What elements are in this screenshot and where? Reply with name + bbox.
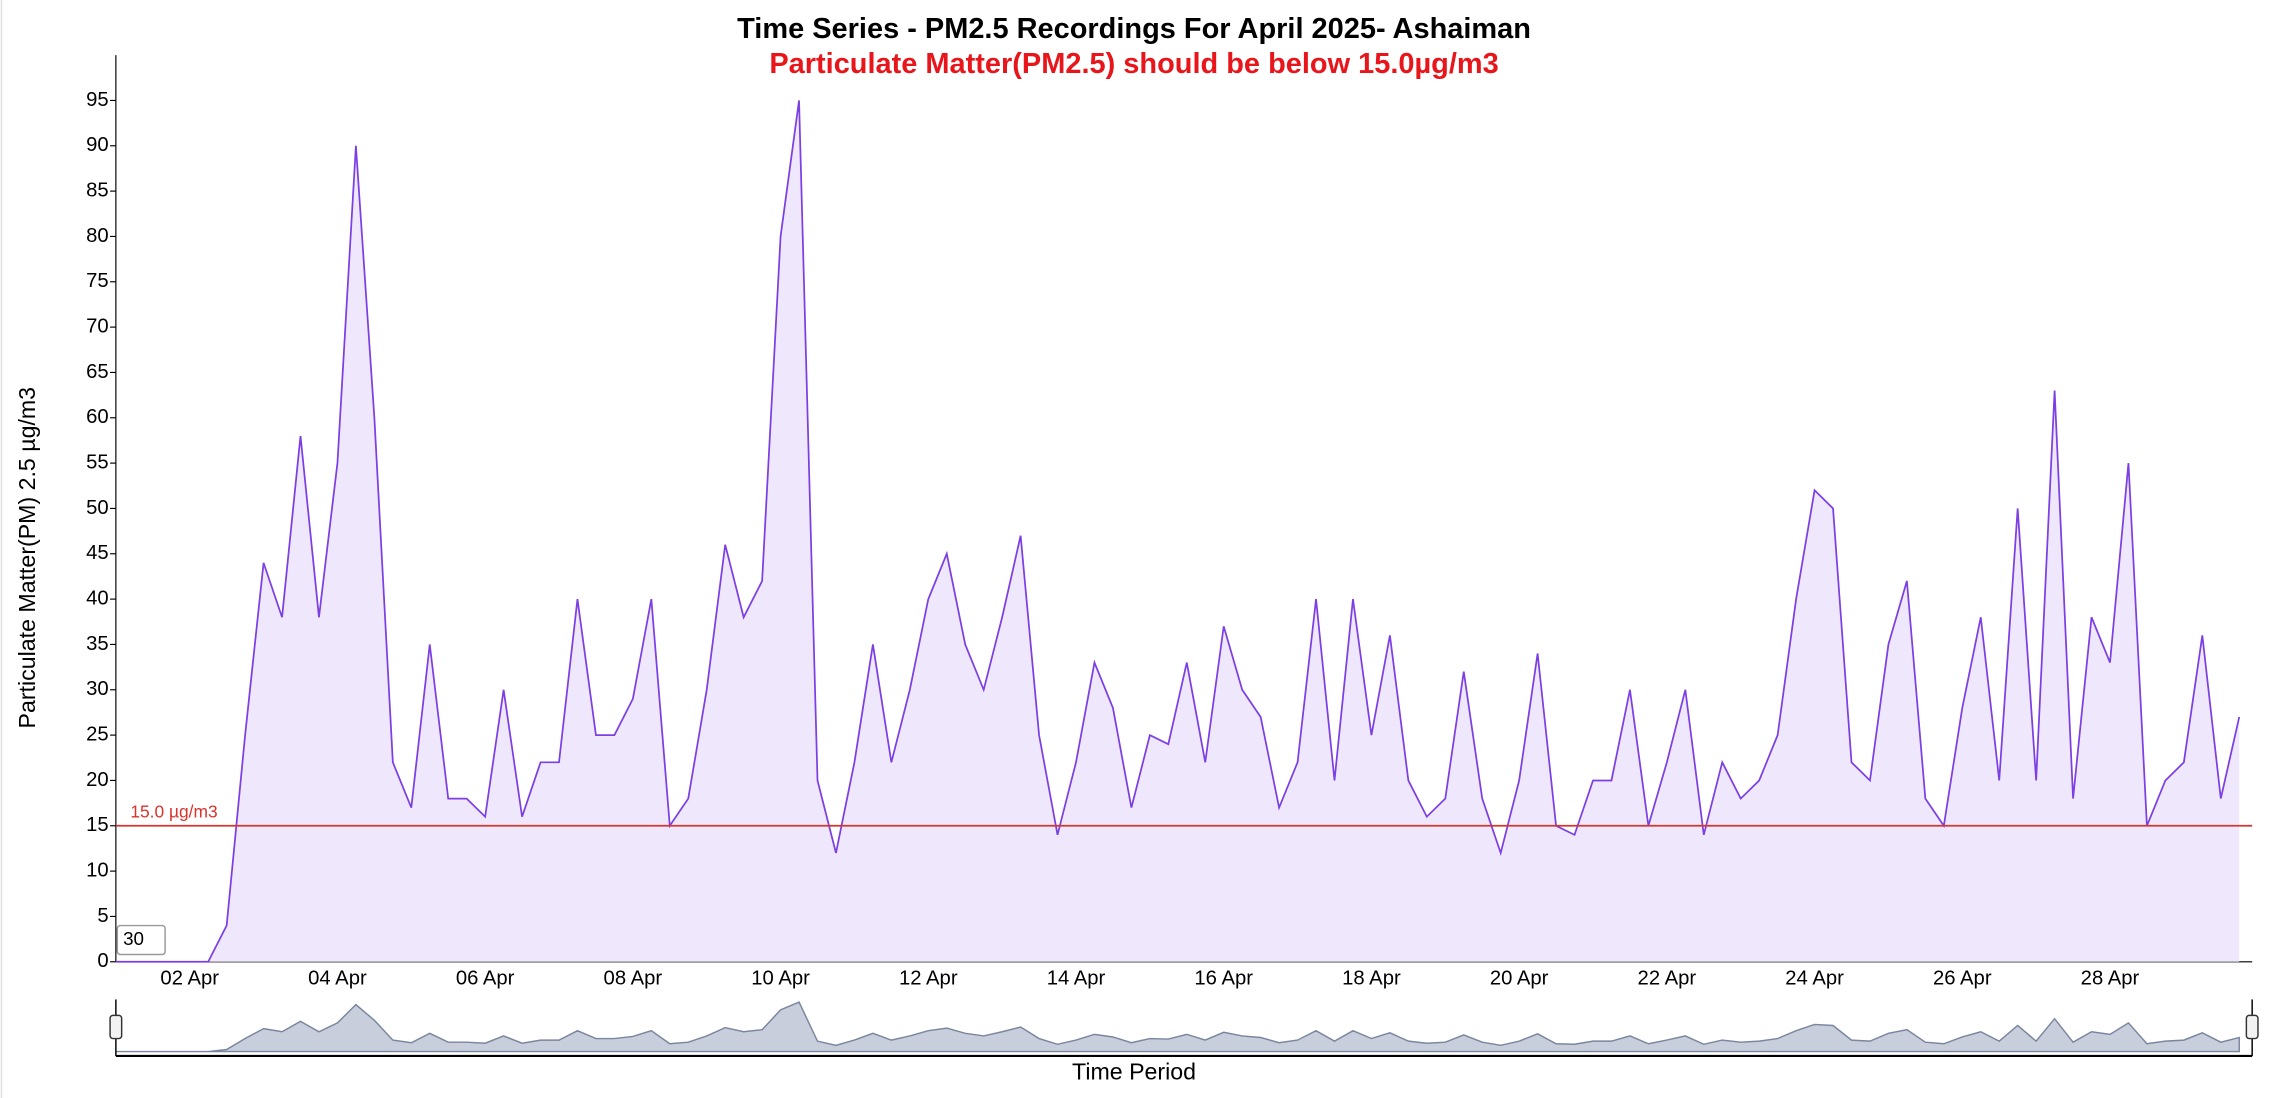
y-tick-label: 35 bbox=[86, 633, 109, 655]
x-tick-label: 14 Apr bbox=[1047, 968, 1106, 990]
area-line bbox=[115, 100, 2241, 963]
x-tick-label: 08 Apr bbox=[604, 968, 663, 990]
x-tick-label: 24 Apr bbox=[1785, 968, 1844, 990]
x-tick-label: 28 Apr bbox=[2081, 968, 2140, 990]
y-tick-label: 70 bbox=[86, 315, 109, 337]
y-tick-label: 10 bbox=[86, 859, 109, 881]
navigator-area bbox=[115, 1001, 2240, 1053]
y-tick-label: 75 bbox=[86, 270, 109, 292]
x-tick-label: 06 Apr bbox=[456, 968, 515, 990]
zoom-input-box[interactable] bbox=[116, 924, 166, 956]
y-tick-label: 20 bbox=[86, 769, 109, 791]
x-tick-label: 22 Apr bbox=[1638, 968, 1697, 990]
x-tick-label: 26 Apr bbox=[1933, 968, 1992, 990]
threshold-label: 15.0 µg/m3 bbox=[130, 801, 217, 821]
y-tick-label: 60 bbox=[86, 406, 109, 428]
y-tick-label: 50 bbox=[86, 497, 109, 519]
x-tick-label: 20 Apr bbox=[1490, 968, 1549, 990]
navigator-handle[interactable] bbox=[2245, 1014, 2259, 1040]
x-tick-label: 16 Apr bbox=[1194, 968, 1253, 990]
y-axis-label: Particulate Matter(PM) 2.5 µg/m3 bbox=[14, 387, 40, 729]
y-tick-label: 0 bbox=[97, 950, 108, 972]
navigator-handle[interactable] bbox=[109, 1014, 123, 1040]
x-tick-label: 10 Apr bbox=[751, 968, 810, 990]
x-tick-label: 12 Apr bbox=[899, 968, 958, 990]
y-tick-label: 45 bbox=[86, 542, 109, 564]
y-tick-label: 5 bbox=[97, 905, 108, 927]
y-tick-label: 95 bbox=[86, 89, 109, 111]
y-tick-label: 15 bbox=[86, 814, 109, 836]
chart-subtitle: Particulate Matter(PM2.5) should be belo… bbox=[769, 48, 1498, 80]
y-tick-label: 55 bbox=[86, 451, 109, 473]
x-tick-label: 02 Apr bbox=[160, 968, 219, 990]
y-tick-label: 25 bbox=[86, 723, 109, 745]
y-tick-label: 30 bbox=[86, 678, 109, 700]
y-tick-label: 40 bbox=[86, 587, 109, 609]
x-axis-label: Time Period bbox=[1072, 1058, 1196, 1084]
area-fill bbox=[115, 100, 2240, 962]
x-tick-label: 18 Apr bbox=[1342, 968, 1401, 990]
y-tick-label: 90 bbox=[86, 134, 109, 156]
y-tick-label: 80 bbox=[86, 225, 109, 247]
chart-title: Time Series - PM2.5 Recordings For April… bbox=[737, 13, 1531, 45]
x-tick-label: 04 Apr bbox=[308, 968, 367, 990]
y-tick-label: 65 bbox=[86, 361, 109, 383]
y-tick-label: 85 bbox=[86, 179, 109, 201]
zoom-input: 30 bbox=[123, 928, 144, 949]
